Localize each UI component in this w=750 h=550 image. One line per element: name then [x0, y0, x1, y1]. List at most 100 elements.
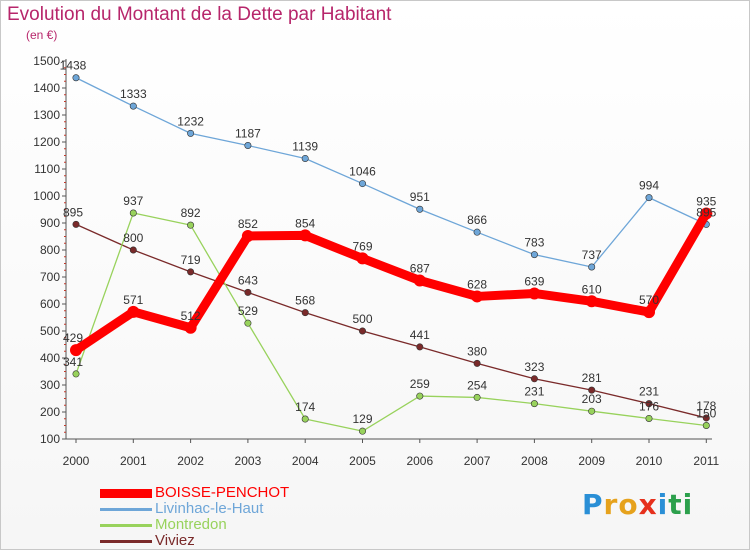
y-tick-label: 1100 [34, 162, 60, 176]
data-point [244, 319, 252, 327]
series-line-montredon [75, 212, 707, 432]
logo-letter: t [668, 488, 683, 521]
y-tick-label: 400 [40, 351, 60, 365]
data-point [70, 344, 82, 357]
data-label: 1333 [120, 87, 147, 101]
legend-label: Montredon [155, 516, 227, 533]
data-label: 769 [352, 239, 372, 253]
data-point [588, 263, 596, 271]
data-point [588, 386, 596, 394]
logo-letter: r [603, 488, 619, 521]
data-label: 852 [238, 217, 258, 231]
data-point [358, 327, 366, 335]
data-label: 341 [63, 355, 83, 369]
y-tick-label: 700 [40, 270, 60, 284]
x-tick-label: 2008 [521, 454, 548, 468]
legend-label: BOISSE-PENCHOT [155, 484, 290, 501]
data-point [530, 251, 538, 259]
data-label: 512 [181, 309, 201, 323]
y-tick-label: 600 [40, 297, 60, 311]
logo-letter: i [657, 488, 669, 521]
data-label: 1139 [292, 139, 318, 153]
y-tick-label: 1300 [33, 108, 60, 122]
x-tick-label: 2001 [120, 454, 147, 468]
data-point [473, 228, 481, 236]
data-point [356, 252, 369, 265]
data-label: 1046 [349, 165, 376, 179]
data-point [585, 295, 598, 308]
data-label: 737 [582, 248, 602, 262]
data-point [643, 306, 655, 319]
x-tick-label: 2002 [177, 454, 204, 468]
x-tick-label: 2009 [578, 454, 605, 468]
data-label: 129 [352, 412, 372, 426]
chart-title: Evolution du Montant de la Dette par Hab… [7, 4, 392, 25]
data-label: 176 [639, 399, 659, 413]
legend-swatch [100, 539, 152, 543]
legend-item: Livinhac-le-Haut [100, 501, 289, 517]
data-label: 610 [582, 282, 602, 296]
data-label: 571 [123, 293, 143, 307]
data-label: 1232 [177, 114, 204, 128]
legend-swatch [100, 507, 152, 511]
data-point [473, 393, 481, 401]
logo-letter: x [638, 488, 658, 521]
legend-item: Viviez [100, 533, 289, 549]
data-label: 895 [63, 205, 83, 219]
data-point [301, 154, 309, 162]
data-label: 935 [696, 195, 716, 209]
data-point [301, 309, 309, 317]
data-point [588, 407, 596, 415]
data-point [530, 400, 538, 408]
series-line-livinhac-le-haut [75, 77, 707, 268]
data-label: 1438 [60, 59, 87, 73]
data-label: 800 [123, 231, 143, 245]
data-label: 380 [467, 344, 487, 358]
legend-item: Montredon [100, 517, 289, 533]
data-point [129, 209, 137, 217]
logo-letter: P [582, 488, 604, 521]
data-label: 570 [639, 293, 659, 307]
y-tick-label: 1200 [33, 135, 60, 149]
data-label: 178 [696, 399, 716, 413]
data-point [129, 102, 137, 110]
data-point [473, 359, 481, 367]
y-tick-label: 900 [40, 216, 60, 230]
data-label: 719 [181, 253, 201, 267]
data-label: 937 [123, 194, 143, 208]
data-label: 323 [524, 360, 544, 374]
data-label: 429 [63, 331, 83, 345]
data-point [127, 305, 140, 318]
series-line-viviez [75, 223, 707, 419]
data-label: 1187 [235, 127, 261, 141]
data-point [358, 427, 366, 435]
y-tick-label: 1500 [33, 54, 60, 68]
data-label: 231 [639, 385, 659, 399]
data-point [471, 290, 484, 303]
series-line-boisse-penchot [71, 209, 711, 355]
data-point [416, 205, 424, 213]
x-tick-label: 2006 [406, 454, 433, 468]
data-label: 639 [524, 274, 544, 288]
data-point [187, 221, 195, 229]
x-tick-label: 2004 [292, 454, 319, 468]
data-point [702, 414, 710, 422]
x-tick-label: 2003 [235, 454, 262, 468]
data-point [301, 415, 309, 423]
data-label: 231 [524, 385, 544, 399]
legend-item: BOISSE-PENCHOT [100, 485, 289, 501]
data-point [530, 375, 538, 383]
y-tick-label: 1000 [33, 189, 60, 203]
data-label: 628 [467, 277, 487, 291]
data-label: 259 [410, 377, 430, 391]
data-label: 568 [295, 294, 315, 308]
data-point [645, 194, 653, 202]
data-label: 500 [352, 312, 372, 326]
data-point [528, 287, 541, 300]
data-point [187, 129, 195, 137]
data-label: 892 [181, 206, 201, 220]
data-label: 866 [467, 213, 487, 227]
y-tick-label: 1400 [33, 81, 60, 95]
